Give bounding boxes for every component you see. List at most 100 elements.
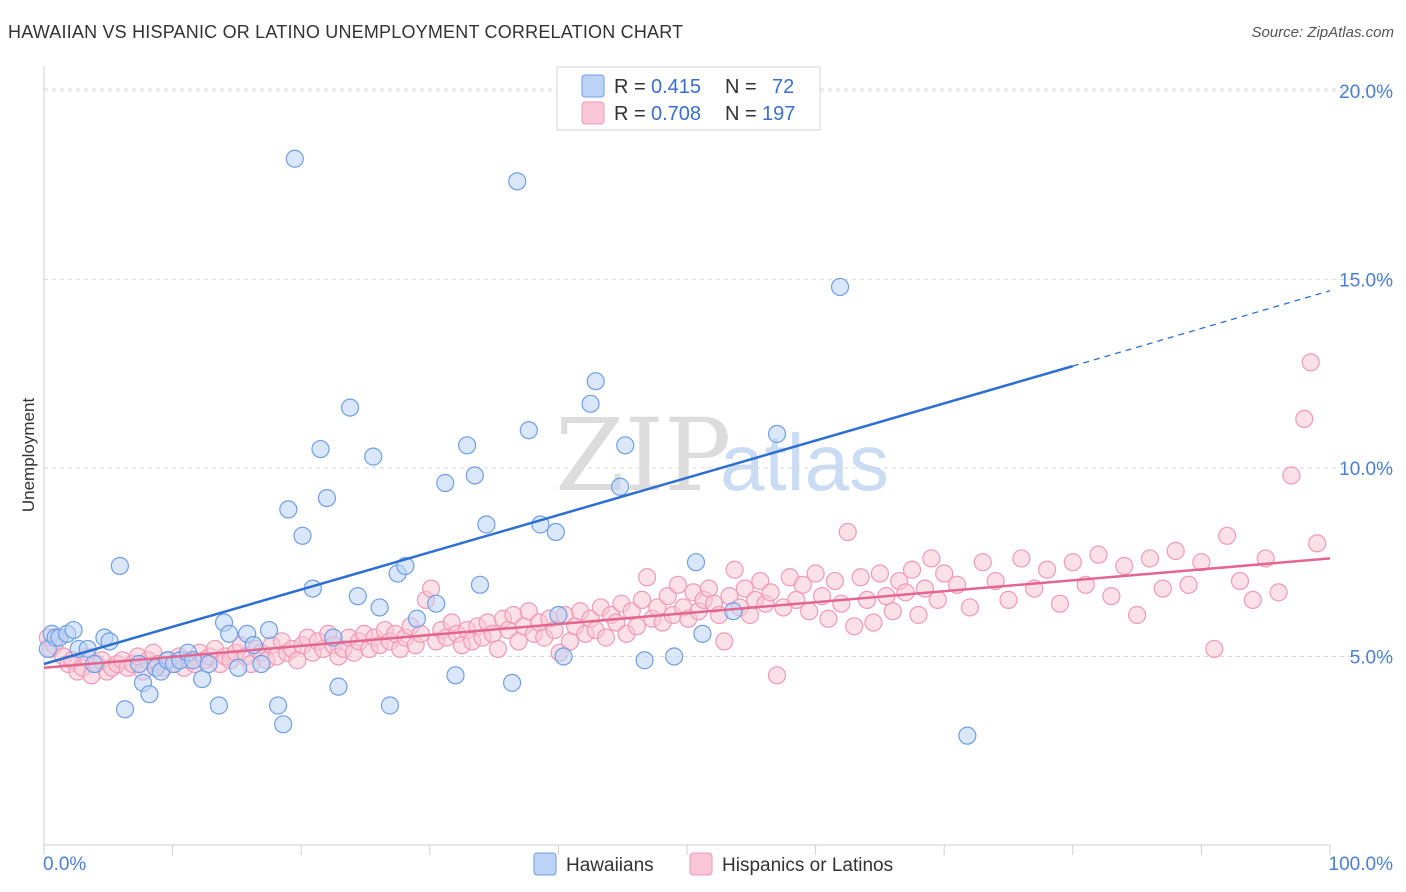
data-point [421,579,441,598]
data-point [1166,541,1185,560]
y-tick-label: 5.0% [1350,647,1393,668]
data-point [285,149,304,168]
data-point [465,466,484,485]
data-point [1102,587,1121,606]
data-point [800,602,819,621]
data-point [274,715,293,734]
data-point [586,372,605,391]
data-point [724,602,743,621]
data-point [519,421,538,440]
data-point [509,632,528,651]
data-point [1127,605,1147,625]
data-point [311,439,330,459]
data-point [340,398,360,417]
data-point [110,556,129,576]
data-point [519,602,538,621]
data-point [446,666,465,685]
legend-swatch-hispanics [581,101,605,125]
data-point [329,677,348,696]
data-point [1115,556,1134,576]
data-point [596,628,616,647]
data-point [806,564,825,583]
trend-line [43,364,1074,666]
y-tick-label: 10.0% [1339,459,1393,480]
legend-n-value-1: 72 [772,76,794,98]
data-point [864,613,883,632]
watermark-atlas: atlas [720,418,889,507]
data-point [896,583,915,602]
data-point [199,654,218,674]
data-point [658,587,677,606]
legend-r-label-1: R = [614,76,646,98]
data-point [1218,526,1237,545]
data-point [581,394,600,413]
data-point [1243,590,1262,610]
source-label: Source: ZipAtlas.com [1251,24,1394,41]
data-point [1153,579,1172,598]
data-point [935,564,954,583]
data-point [715,632,734,651]
data-point [845,617,864,636]
data-point [638,568,657,587]
legend-swatch-hawaiians [581,74,605,98]
data-point [767,666,787,685]
bottom-legend-label-hispanics: Hispanics or Latinos [722,855,893,876]
trend-line-extension [1072,290,1331,367]
data-point [560,632,580,651]
data-point [883,602,902,621]
x-tick-label-min: 0.0% [43,854,86,875]
trend-line [43,557,1331,670]
data-point [1282,466,1301,485]
bottom-legend-swatch-hispanics [689,852,713,876]
data-point [508,172,527,191]
data-point [1269,583,1288,602]
data-point [830,277,850,297]
data-point [140,685,159,704]
data-point [1301,353,1320,372]
data-point [470,575,490,594]
top-legend: R = 0.415 N = 72 R = 0.708 N = 197 [556,66,821,131]
legend-n-label-2: N = [725,103,757,125]
data-point [1050,594,1070,613]
data-point [767,424,787,444]
data-point [288,651,307,670]
data-point [857,590,877,610]
trend-lines [43,290,1331,670]
data-point [252,654,271,674]
data-point [928,590,947,610]
chart-title: HAWAIIAN VS HISPANIC OR LATINO UNEMPLOYM… [8,22,684,42]
y-tick-labels: 5.0% 10.0% 15.0% 20.0% [1339,82,1393,669]
data-point [635,651,654,670]
data-point [1308,534,1327,553]
data-point [627,617,646,636]
data-point [851,568,870,587]
data-point [477,515,496,534]
axes [43,66,1331,855]
data-point [819,609,838,628]
data-point [229,658,248,677]
bottom-legend-label-hawaiians: Hawaiians [566,855,654,876]
data-point [407,609,427,628]
data-point [870,564,890,583]
legend-n-value-2: 197 [762,103,795,125]
y-axis-label: Unemployment [19,398,38,513]
data-point [761,583,780,602]
data-point [411,624,430,643]
data-point [1192,553,1211,572]
data-point [549,605,568,625]
data-point [1089,545,1108,564]
data-point [751,571,770,591]
data-point [611,477,630,496]
data-point [1140,549,1160,568]
data-point [832,594,851,613]
data-point [999,590,1018,610]
data-point [616,436,635,455]
y-tick-label: 20.0% [1339,82,1393,103]
data-point [370,598,389,617]
legend-r-value-2: 0.708 [651,103,701,125]
data-point [488,639,508,659]
data-point [259,620,279,640]
data-point [293,526,312,545]
data-point [1295,409,1314,429]
